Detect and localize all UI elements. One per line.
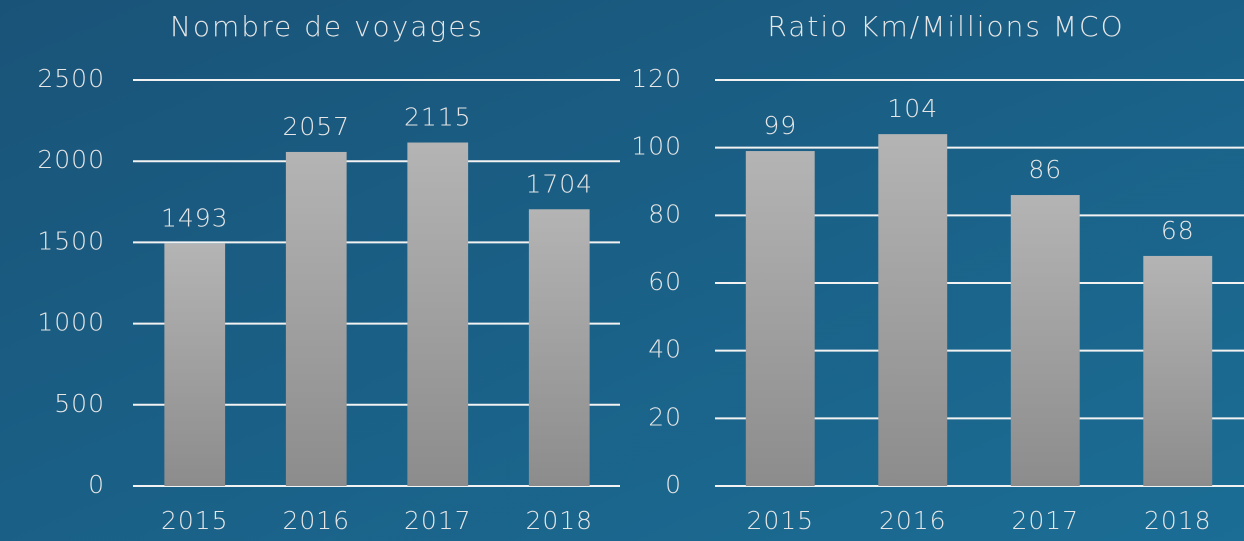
y-tick-label: 0	[665, 470, 682, 499]
chart-title: Ratio Km/Millions MCO	[767, 10, 1124, 43]
bar	[1143, 255, 1213, 486]
y-tick-label: 500	[54, 389, 105, 418]
bar	[285, 151, 347, 486]
y-tick-label: 120	[631, 64, 682, 93]
bar	[164, 243, 226, 486]
y-tick-label: 1500	[37, 226, 105, 255]
x-tick-label: 2018	[1144, 506, 1212, 535]
data-label: 2115	[404, 103, 472, 132]
y-tick-label: 2500	[37, 64, 105, 93]
x-tick-label: 2015	[161, 506, 229, 535]
y-tick-label: 2000	[37, 145, 105, 174]
y-tick-label: 1000	[37, 308, 105, 337]
bar	[528, 209, 590, 487]
data-label: 68	[1161, 216, 1195, 245]
y-tick-label: 40	[648, 335, 682, 364]
x-tick-label: 2018	[525, 506, 593, 535]
y-tick-label: 80	[648, 199, 682, 228]
y-tick-label: 100	[631, 132, 682, 161]
y-tick-label: 20	[648, 402, 682, 431]
x-tick-label: 2016	[879, 506, 947, 535]
y-tick-label: 0	[88, 470, 105, 499]
data-label: 2057	[282, 112, 350, 141]
chart-title: Nombre de voyages	[170, 10, 484, 43]
x-tick-label: 2015	[746, 506, 814, 535]
x-tick-label: 2017	[404, 506, 472, 535]
data-label: 1493	[161, 204, 229, 233]
x-tick-label: 2016	[282, 506, 350, 535]
bar	[878, 134, 948, 486]
bar	[407, 142, 469, 487]
data-label: 1704	[525, 169, 593, 198]
x-tick-label: 2017	[1011, 506, 1079, 535]
bar	[1010, 195, 1080, 487]
data-label: 99	[763, 111, 797, 140]
data-label: 86	[1028, 155, 1062, 184]
data-label: 104	[887, 94, 938, 123]
y-tick-label: 60	[648, 267, 682, 296]
bar	[745, 151, 815, 487]
